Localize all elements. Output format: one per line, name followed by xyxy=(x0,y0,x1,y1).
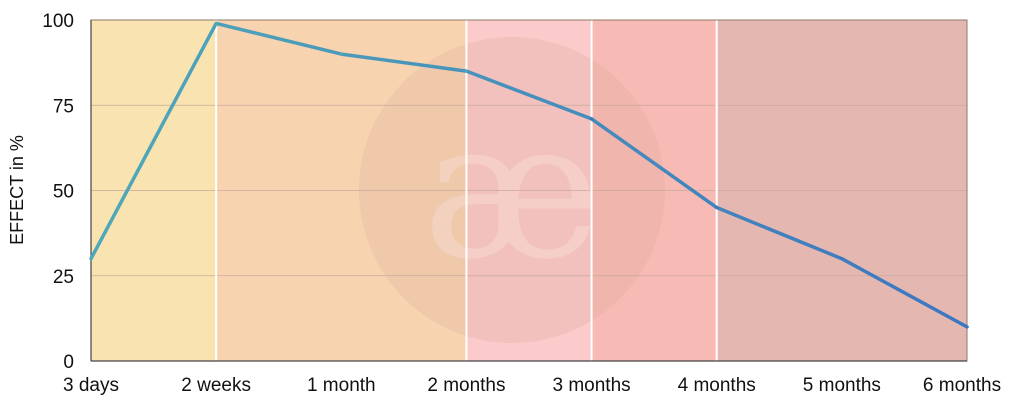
data-point xyxy=(715,206,719,210)
y-tick-label: 100 xyxy=(42,11,74,32)
data-point xyxy=(89,257,93,261)
x-tick-label: 5 months xyxy=(803,375,881,396)
series-lines xyxy=(89,21,969,329)
x-tick-label: 2 months xyxy=(427,375,505,396)
x-tick-label: 3 days xyxy=(63,375,119,396)
x-tick-labels: 3 days 2 weeks 1 month 2 months 3 months 4 mo… xyxy=(63,375,1001,396)
y-tick-label: 50 xyxy=(53,182,74,203)
watermark-logo: æ xyxy=(359,37,665,343)
data-point xyxy=(464,69,468,73)
data-point xyxy=(840,257,844,261)
x-tick-label: 4 months xyxy=(678,375,756,396)
y-tick-label: 75 xyxy=(53,96,74,117)
x-tick-label: 3 months xyxy=(552,375,630,396)
data-point xyxy=(590,117,594,121)
y-tick-label: 25 xyxy=(53,267,74,288)
y-tick-label: 0 xyxy=(63,352,74,373)
band-separators xyxy=(215,20,718,361)
x-tick-label: 6 months xyxy=(923,375,1001,396)
data-point xyxy=(965,325,969,329)
x-tick-label: 2 weeks xyxy=(181,375,251,396)
data-point xyxy=(214,21,218,25)
series-line-1 xyxy=(89,21,969,329)
x-tick-label: 1 month xyxy=(307,375,376,396)
axes xyxy=(90,19,968,362)
watermark-circle xyxy=(359,37,665,343)
y-axis-label: EFFECT in % xyxy=(7,135,27,245)
data-point xyxy=(339,52,343,56)
y-tick-labels: 0 25 50 75 100 xyxy=(42,11,74,373)
